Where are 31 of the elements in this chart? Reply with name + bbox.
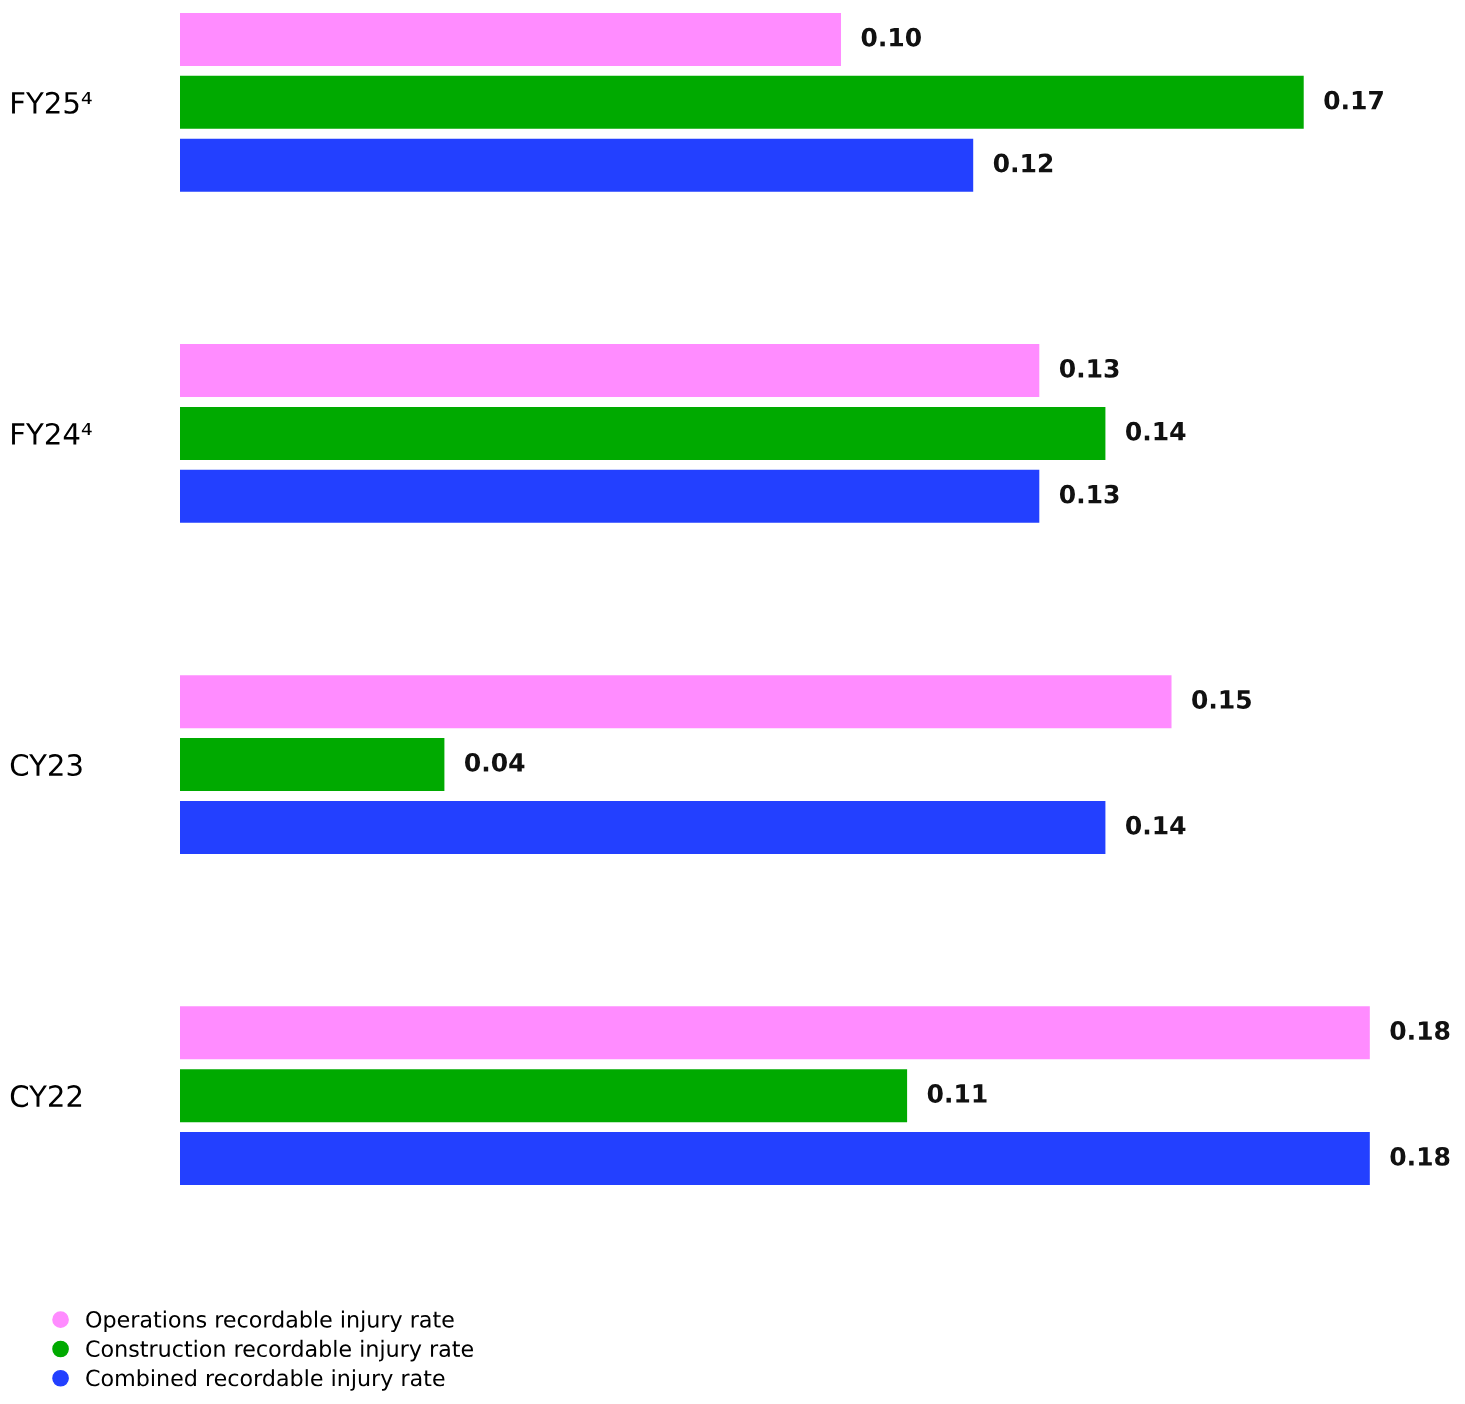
bar [180,75,1304,129]
y-tick-label: CY22 [10,1085,82,1108]
bar [180,1069,908,1123]
data-label: 0.13 [1059,484,1119,504]
data-label: 0.15 [1192,689,1251,709]
bar [180,12,842,66]
bar [180,800,1106,854]
data-label: 0.04 [465,752,525,772]
bar [180,1132,1370,1186]
bar [180,344,1040,398]
legend-label: Operations recordable injury rate [86,1310,454,1333]
data-label: 0.14 [1126,421,1186,441]
y-tick-label: CY23 [10,753,82,777]
bar [180,469,1040,523]
data-label: 0.14 [1126,815,1186,835]
data-label: 0.18 [1390,1021,1450,1041]
y-tick-label: FY25⁴ [12,91,92,114]
data-label: 0.12 [993,153,1053,173]
bar [180,138,974,192]
legend-label: Combined recordable injury rate [86,1369,445,1391]
bar [180,738,445,792]
data-label: 0.10 [861,27,921,47]
bar [180,675,1172,729]
y-tick-label: FY24⁴ [12,422,92,445]
bar [180,1006,1370,1060]
legend-label: Construction recordable injury rate [86,1339,473,1362]
data-label: 0.11 [927,1084,987,1103]
data-label: 0.13 [1059,358,1119,378]
data-label: 0.18 [1390,1146,1450,1166]
data-label: 0.17 [1324,90,1383,110]
bar [180,406,1106,460]
